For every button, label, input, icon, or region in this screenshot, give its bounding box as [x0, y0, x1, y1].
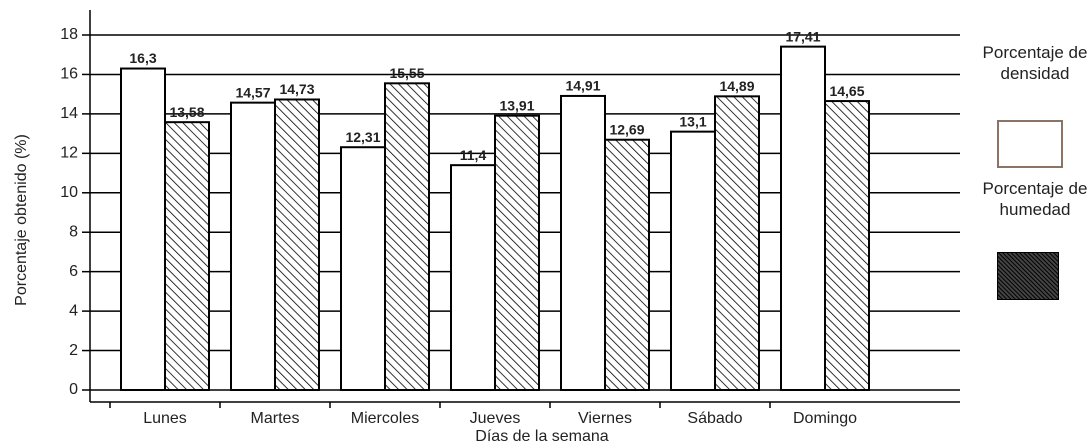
bar	[824, 100, 870, 391]
bar	[494, 114, 540, 392]
bar	[230, 101, 276, 392]
legend-label: Porcentaje de humedad	[982, 179, 1088, 219]
value-label: 14,91	[565, 78, 600, 94]
bar	[604, 138, 650, 391]
legend-swatch	[997, 120, 1063, 168]
legend-swatch-fill	[996, 251, 1060, 301]
bar	[714, 95, 760, 391]
value-label: 11,4	[460, 147, 487, 163]
value-label: 14,73	[279, 81, 314, 97]
value-label: 13,1	[679, 113, 706, 129]
bar	[450, 164, 496, 391]
value-label: 14,57	[235, 84, 270, 100]
x-tick-label: Martes	[251, 410, 300, 427]
value-label: 16,3	[129, 50, 156, 66]
y-tick-label: 14	[60, 105, 78, 122]
legend-swatch	[996, 251, 1060, 301]
bar	[164, 121, 210, 392]
y-tick-label: 12	[60, 145, 78, 162]
y-tick-label: 18	[60, 26, 78, 43]
legend-label: Porcentaje de densidad	[982, 43, 1088, 83]
x-axis-label: Días de la semana	[475, 428, 609, 445]
value-label: 12,31	[345, 129, 380, 145]
bar	[120, 67, 166, 392]
y-tick-label: 16	[60, 66, 78, 83]
value-label: 13,58	[169, 104, 204, 120]
y-tick-label: 6	[69, 263, 78, 280]
bar	[670, 130, 716, 391]
bar	[274, 98, 320, 391]
y-tick-label: 8	[69, 223, 78, 240]
value-label: 17,41	[785, 28, 820, 44]
y-axis-label: Porcentaje obtenido (%)	[13, 134, 30, 306]
value-label: 14,89	[719, 78, 754, 94]
value-label: 13,91	[499, 97, 534, 113]
bar	[780, 45, 826, 392]
value-label: 14,65	[829, 83, 864, 99]
value-label: 15,55	[389, 65, 424, 81]
y-tick-label: 2	[69, 342, 78, 359]
bar	[384, 82, 430, 391]
x-tick-label: Domingo	[793, 410, 857, 427]
x-tick-label: Miercoles	[351, 410, 419, 427]
bar	[560, 94, 606, 391]
x-tick-label: Lunes	[143, 410, 187, 427]
y-tick-label: 0	[69, 381, 78, 398]
bar	[340, 146, 386, 391]
x-tick-label: Viernes	[578, 410, 632, 427]
y-tick-label: 4	[69, 302, 78, 319]
x-tick-label: Sábado	[687, 410, 742, 427]
x-tick-label: Jueves	[470, 410, 521, 427]
y-tick-label: 10	[60, 184, 78, 201]
value-label: 12,69	[609, 121, 644, 137]
